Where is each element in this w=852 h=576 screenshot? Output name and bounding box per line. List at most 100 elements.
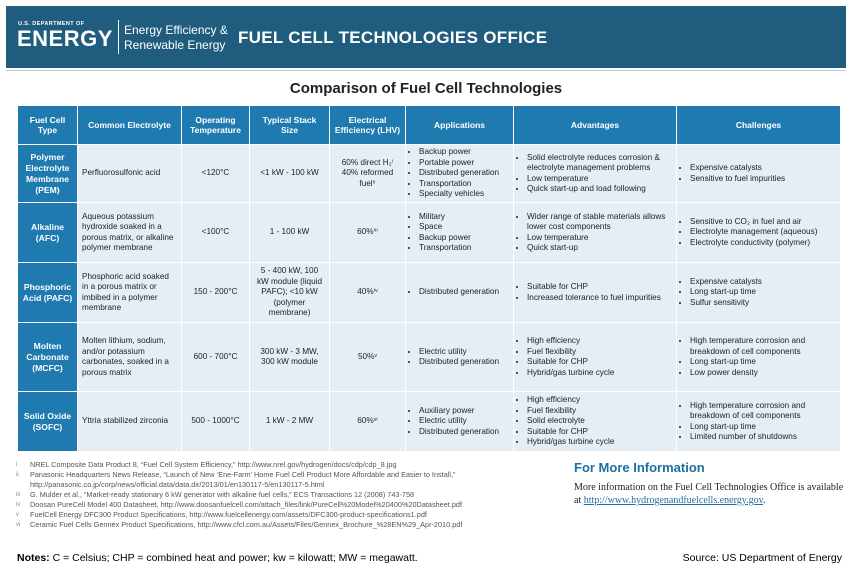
list-item: Distributed generation: [419, 168, 509, 179]
challenges-cell: Sensitive to CO₂ in fuel and air Electro…: [676, 202, 841, 263]
fuel-cell-type: Solid Oxide (SOFC): [17, 391, 78, 452]
list-item: Increased tolerance to fuel impurities: [527, 293, 672, 304]
temperature-cell: 600 - 700°C: [181, 322, 250, 392]
advantages-cell: Wider range of stable materials allows l…: [513, 202, 677, 263]
source-credit: Source: US Department of Energy: [682, 552, 842, 564]
eere-line-1: Energy Efficiency &: [124, 23, 228, 37]
list-item: Space: [419, 222, 509, 233]
temperature-cell: <100°C: [181, 202, 250, 263]
list-item: Low temperature: [527, 233, 672, 244]
table-row: Polymer Electrolyte Membrane (PEM) Perfl…: [17, 144, 841, 203]
list-item: Fuel flexibility: [527, 347, 672, 358]
stack-size-cell: 1 kW - 2 MW: [249, 391, 330, 452]
advantages-cell: High efficiency Fuel flexibility Suitabl…: [513, 322, 677, 392]
list-item: Military: [419, 212, 509, 223]
reference-text: NREL Composite Data Product 8, “Fuel Cel…: [30, 460, 397, 469]
col-header-applications: Applications: [405, 105, 514, 145]
table-row: Alkaline (AFC) Aqueous potassium hydroxi…: [17, 202, 841, 263]
efficiency-cell: 40%ⁱᵛ: [329, 262, 406, 323]
col-header-stack: Typical Stack Size: [249, 105, 330, 145]
notes: Notes: C = Celsius; CHP = combined heat …: [17, 552, 418, 564]
reference-number: [16, 480, 30, 490]
more-info-title: For More Information: [574, 460, 705, 475]
list-item: Expensive catalysts: [690, 277, 836, 288]
list-item: Backup power: [419, 147, 509, 158]
reference-item: http://panasonic.co.jp/corp/news/officia…: [16, 480, 568, 490]
stack-size-cell: 1 - 100 kW: [249, 202, 330, 263]
reference-item: ii Panasonic Headquarters News Release, “…: [16, 470, 568, 480]
advantages-cell: Solid electrolyte reduces corrosion & el…: [513, 144, 677, 203]
list-item: High temperature corrosion and breakdown…: [690, 401, 836, 422]
electrolyte-cell: Molten lithium, sodium, and/or potassium…: [77, 322, 182, 392]
fuel-cell-type: Phosphoric Acid (PAFC): [17, 262, 78, 323]
reference-number: i: [16, 462, 18, 468]
header-rule: [6, 70, 846, 71]
list-item: Sensitive to fuel impurities: [690, 174, 836, 185]
reference-number: iii: [16, 492, 20, 498]
reference-number: v: [16, 512, 19, 518]
list-item: Solid electrolyte reduces corrosion & el…: [527, 153, 672, 174]
list-item: Distributed generation: [419, 357, 509, 368]
efficiency-cell: 50%ᵛ: [329, 322, 406, 392]
list-item: Distributed generation: [419, 287, 509, 298]
reference-item: iii G. Mulder et al., “Market-ready stati…: [16, 490, 568, 500]
references-list: i NREL Composite Data Product 8, “Fuel Ce…: [16, 460, 568, 530]
efficiency-line: 40% reformed fuelⁱⁱ: [341, 168, 394, 188]
more-info-body: More information on the Fuel Cell Techno…: [574, 482, 844, 506]
efficiency-line: 60% direct H₂ⁱ: [341, 157, 394, 167]
logo-divider: [118, 20, 119, 54]
list-item: Sensitive to CO₂ in fuel and air: [690, 217, 836, 228]
list-item: High efficiency: [527, 336, 672, 347]
challenges-cell: High temperature corrosion and breakdown…: [676, 322, 841, 392]
notes-text: C = Celsius; CHP = combined heat and pow…: [49, 552, 418, 564]
applications-cell: Backup power Portable power Distributed …: [405, 144, 514, 203]
list-item: Specialty vehicles: [419, 189, 509, 200]
list-item: Expensive catalysts: [690, 163, 836, 174]
list-item: Sulfur sensitivity: [690, 298, 836, 309]
temperature-cell: <120°C: [181, 144, 250, 203]
reference-number: iv: [16, 502, 21, 508]
advantages-cell: Suitable for CHP Increased tolerance to …: [513, 262, 677, 323]
doe-logo-text[interactable]: ENERGY: [17, 26, 113, 51]
electrolyte-cell: Aqueous potassium hydroxide soaked in a …: [77, 202, 182, 263]
more-info-text: More information on the Fuel Cell Techno…: [574, 481, 844, 507]
list-item: Suitable for CHP: [527, 282, 672, 293]
doe-logo-small-text: U.S. DEPARTMENT OF: [18, 21, 85, 27]
list-item: Suitable for CHP: [527, 427, 672, 438]
reference-item: vi Ceramic Fuel Cells Gennex Product Spec…: [16, 520, 568, 530]
reference-text: Doosan PureCell Model 400 Datasheet, htt…: [30, 500, 462, 509]
reference-item: v FuelCell Energy DFC300 Product Specific…: [16, 510, 568, 520]
stack-size-cell: 5 - 400 kW, 100 kW module (liquid PAFC);…: [249, 262, 330, 323]
list-item: Electric utility: [419, 347, 509, 358]
col-header-efficiency: Electrical Efficiency (LHV): [329, 105, 406, 145]
more-info-period: .: [762, 495, 766, 506]
fuel-cell-type: Polymer Electrolyte Membrane (PEM): [17, 144, 78, 203]
list-item: Quick start-up and load following: [527, 184, 672, 195]
list-item: Hybrid/gas turbine cycle: [527, 437, 672, 448]
electrolyte-cell: Perfluorosulfonic acid: [77, 144, 182, 203]
table-row: Solid Oxide (SOFC) Yttria stabilized zir…: [17, 391, 841, 452]
applications-cell: Auxiliary power Electric utility Distrib…: [405, 391, 514, 452]
table-row: Molten Carbonate (MCFC) Molten lithium, …: [17, 322, 841, 392]
col-header-electrolyte: Common Electrolyte: [77, 105, 182, 145]
list-item: Transportation: [419, 179, 509, 190]
list-item: Hybrid/gas turbine cycle: [527, 368, 672, 379]
electrolyte-cell: Yttria stabilized zirconia: [77, 391, 182, 452]
list-item: Backup power: [419, 233, 509, 244]
reference-text: Panasonic Headquarters News Release, “La…: [30, 470, 456, 479]
more-info-link[interactable]: http://www.hydrogenandfuelcells.energy.g…: [583, 495, 763, 506]
page-title: Comparison of Fuel Cell Technologies: [289, 80, 563, 97]
list-item: Low temperature: [527, 174, 672, 185]
temperature-cell: 150 - 200°C: [181, 262, 250, 323]
challenges-cell: High temperature corrosion and breakdown…: [676, 391, 841, 452]
challenges-cell: Expensive catalysts Sensitive to fuel im…: [676, 144, 841, 203]
list-item: Wider range of stable materials allows l…: [527, 212, 672, 233]
fuel-cell-type: Alkaline (AFC): [17, 202, 78, 263]
list-item: Suitable for CHP: [527, 357, 672, 368]
list-item: Distributed generation: [419, 427, 509, 438]
temperature-cell: 500 - 1000°C: [181, 391, 250, 452]
efficiency-cell: 60% direct H₂ⁱ 40% reformed fuelⁱⁱ: [329, 144, 406, 203]
comparison-table: Fuel Cell Type Common Electrolyte Operat…: [17, 105, 841, 452]
list-item: Electrolyte conductivity (polymer): [690, 238, 836, 249]
efficiency-cell: 60%ᵛⁱ: [329, 391, 406, 452]
